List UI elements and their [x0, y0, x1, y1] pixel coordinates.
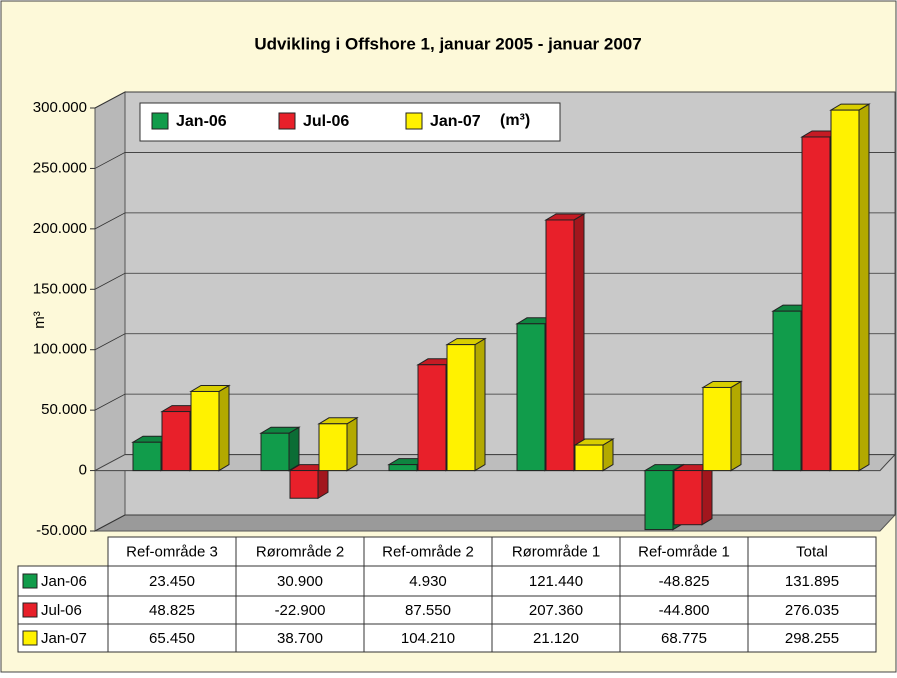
table-cell: -22.900	[275, 602, 326, 619]
bar	[801, 136, 831, 472]
table-cell: 4.930	[409, 573, 447, 590]
y-tick-label: 200.000	[33, 220, 87, 237]
y-tick-label: 300.000	[33, 99, 87, 116]
table-row-label: Jan-06	[41, 573, 87, 590]
legend-box	[139, 102, 561, 142]
y-tick-label: -50.000	[36, 522, 87, 539]
bar	[772, 310, 802, 472]
bar-side	[701, 463, 713, 526]
table-header: Rørområde 1	[512, 543, 600, 560]
table-swatch	[22, 602, 38, 618]
table-row-label: Jul-06	[41, 602, 82, 619]
legend-label: Jan-06	[176, 113, 227, 130]
table-cell: 104.210	[401, 630, 455, 647]
table-cell: 121.440	[529, 573, 583, 590]
bar-side	[730, 380, 742, 472]
bar-side	[573, 213, 585, 472]
bar-side	[346, 416, 358, 472]
legend-unit: (m³)	[500, 112, 530, 129]
table-cell: -44.800	[659, 602, 710, 619]
legend-label: Jul-06	[303, 113, 349, 130]
table-row-label: Jan-07	[41, 630, 87, 647]
table-cell: 131.895	[785, 573, 839, 590]
table-cell: 298.255	[785, 630, 839, 647]
table-header: Ref-område 3	[126, 543, 218, 560]
floor	[94, 514, 897, 532]
bar	[644, 470, 674, 531]
table-cell: 276.035	[785, 602, 839, 619]
bar-side	[288, 426, 300, 472]
table-cell: -48.825	[659, 573, 710, 590]
bar	[545, 219, 575, 472]
y-tick-label: 50.000	[41, 401, 87, 418]
legend-label: Jan-07	[430, 113, 481, 130]
table-cell: 48.825	[149, 602, 195, 619]
chart-title: Udvikling i Offshore 1, januar 2005 - ja…	[254, 34, 641, 53]
grid-line	[94, 152, 895, 169]
table-swatch	[22, 573, 38, 589]
bar	[132, 441, 162, 472]
bar	[446, 344, 476, 472]
bar-side	[858, 103, 870, 472]
table-swatch	[22, 630, 38, 646]
y-tick-label: 100.000	[33, 341, 87, 358]
table-cell: 30.900	[277, 573, 323, 590]
legend-swatch	[405, 112, 423, 130]
table-cell: 21.120	[533, 630, 579, 647]
y-tick-label: 0	[79, 462, 87, 479]
grid-line	[94, 393, 895, 411]
table-cell: 68.775	[661, 630, 707, 647]
table-cell: 38.700	[277, 630, 323, 647]
bar	[702, 386, 732, 472]
table-header: Total	[796, 543, 828, 560]
table-header: Rørområde 2	[256, 543, 344, 560]
bar	[161, 411, 191, 472]
bar	[289, 470, 319, 499]
bar-side	[218, 384, 230, 472]
table-cell: 207.360	[529, 602, 583, 619]
bar	[260, 432, 290, 472]
bar	[830, 109, 860, 472]
grid-line	[94, 514, 895, 532]
bar	[388, 464, 418, 472]
grid-line	[94, 272, 895, 290]
bar	[417, 364, 447, 472]
table-header: Ref-område 1	[638, 543, 730, 560]
y-axis-label: m³	[31, 311, 48, 329]
bar-side	[474, 337, 486, 472]
table-header: Ref-område 2	[382, 543, 474, 560]
legend-swatch	[151, 112, 169, 130]
bar	[516, 323, 546, 472]
bar	[673, 470, 703, 526]
bar	[574, 444, 604, 472]
table-cell: 65.450	[149, 630, 195, 647]
grid-line	[94, 91, 895, 109]
y-tick-label: 150.000	[33, 280, 87, 297]
legend-swatch	[278, 112, 296, 130]
grid-line	[94, 212, 895, 230]
table-cell: 87.550	[405, 602, 451, 619]
table-cell: 23.450	[149, 573, 195, 590]
y-tick-label: 250.000	[33, 159, 87, 176]
bar	[318, 423, 348, 472]
bar	[190, 390, 220, 472]
grid-line	[94, 333, 895, 351]
